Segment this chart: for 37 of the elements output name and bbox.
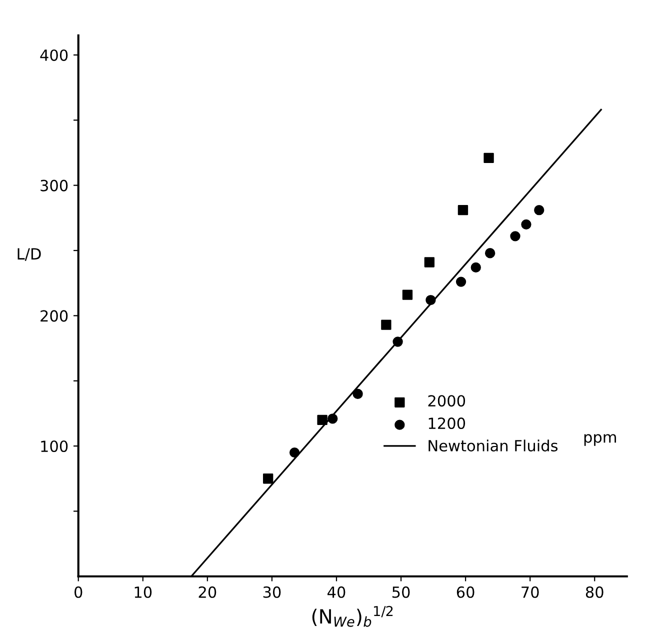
point [470, 262, 481, 273]
x-tick-label: 30 [263, 586, 281, 598]
point [352, 388, 363, 399]
x-tick-label: 0 [74, 586, 82, 598]
point [426, 294, 436, 306]
point [456, 276, 466, 287]
point [381, 320, 392, 330]
point [484, 152, 494, 164]
point [458, 205, 468, 216]
x-tick-label: 40 [328, 586, 346, 598]
y-tick-label: 400 [40, 49, 68, 61]
y-tick-label: 200 [40, 310, 68, 322]
legend-label: 2000 [428, 395, 466, 407]
y-tick-label: 100 [41, 440, 68, 452]
point [521, 219, 532, 230]
x-tick-label: 10 [134, 586, 152, 598]
point [392, 336, 403, 347]
point [484, 248, 496, 258]
x-tick-label: 60 [456, 586, 474, 598]
point [317, 414, 328, 426]
x-tick-label: 20 [198, 586, 216, 598]
legend-label: Newtonian Fluids [428, 440, 558, 452]
x-tick-label: 80 [586, 586, 604, 598]
point [534, 205, 544, 216]
x-tick-label: 70 [522, 586, 539, 598]
point [402, 290, 413, 300]
point [289, 447, 300, 458]
point [262, 474, 274, 484]
annotation: ppm [584, 434, 616, 446]
point [510, 231, 520, 242]
legend-label: 1200 [428, 417, 466, 430]
y-axis-title: L/D [18, 248, 41, 261]
x-axis-title: (N$_{We}$)$_{b}$$^{1/2}$ [312, 606, 393, 627]
y-tick-label: 300 [40, 180, 68, 192]
point [328, 414, 338, 424]
x-tick-label: 50 [392, 586, 410, 598]
point [424, 257, 434, 268]
